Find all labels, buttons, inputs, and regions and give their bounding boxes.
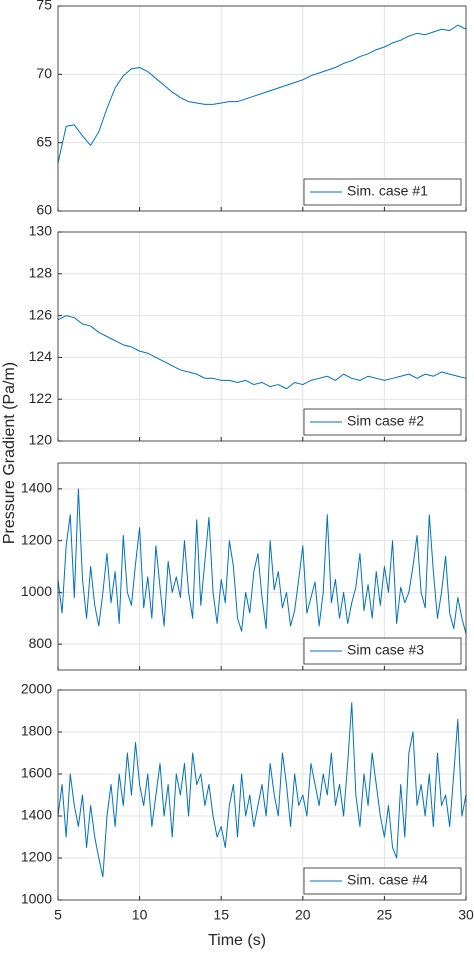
x-axis-label: Time (s)	[208, 932, 266, 949]
y-tick-label: 65	[36, 133, 52, 149]
y-tick-label: 120	[29, 432, 53, 448]
legend-label: Sim case #3	[347, 642, 424, 658]
legend: Sim case #3	[303, 637, 462, 665]
y-tick-label: 128	[29, 265, 53, 281]
y-tick-label: 124	[29, 348, 53, 364]
y-tick-label: 60	[36, 202, 52, 218]
legend: Sim case #2	[303, 408, 462, 436]
axes-box	[57, 231, 467, 442]
x-tick-label: 10	[132, 907, 148, 923]
data-line	[57, 702, 467, 878]
y-tick-label: 1200	[21, 531, 52, 547]
y-axis-label: Pressure Gradient (Pa/m)	[1, 362, 18, 544]
plot-area	[58, 6, 466, 211]
data-line	[57, 488, 467, 634]
x-tick-label: 5	[54, 907, 62, 923]
y-tick-label: 122	[29, 390, 53, 406]
legend-label: Sim case #2	[347, 413, 424, 429]
x-tick-label: 30	[458, 907, 474, 923]
axes-box	[57, 689, 467, 901]
y-tick-label: 126	[29, 306, 53, 322]
y-tick-label: 1800	[21, 723, 52, 739]
y-tick-label: 1200	[21, 849, 52, 865]
y-tick-label: 75	[36, 0, 52, 13]
y-tick-label: 800	[29, 635, 53, 651]
plot-area	[58, 232, 466, 441]
x-tick-label: 15	[213, 907, 229, 923]
y-tick-label: 1400	[21, 807, 52, 823]
plot-area	[58, 690, 466, 900]
x-tick-label: 25	[377, 907, 393, 923]
data-line	[57, 315, 467, 390]
legend: Sim. case #4	[303, 867, 462, 895]
legend: Sim. case #1	[303, 178, 462, 206]
data-line	[57, 24, 467, 164]
y-tick-label: 70	[36, 65, 52, 81]
x-tick-label: 20	[295, 907, 311, 923]
y-tick-label: 130	[29, 223, 53, 239]
legend-label: Sim. case #4	[347, 872, 428, 888]
legend-label: Sim. case #1	[347, 183, 428, 199]
y-tick-label: 1000	[21, 583, 52, 599]
y-tick-label: 1400	[21, 480, 52, 496]
y-tick-label: 2000	[21, 681, 52, 697]
axes-box	[57, 5, 467, 212]
y-tick-label: 1600	[21, 765, 52, 781]
y-tick-label: 1000	[21, 891, 52, 907]
axes-box	[57, 462, 467, 671]
